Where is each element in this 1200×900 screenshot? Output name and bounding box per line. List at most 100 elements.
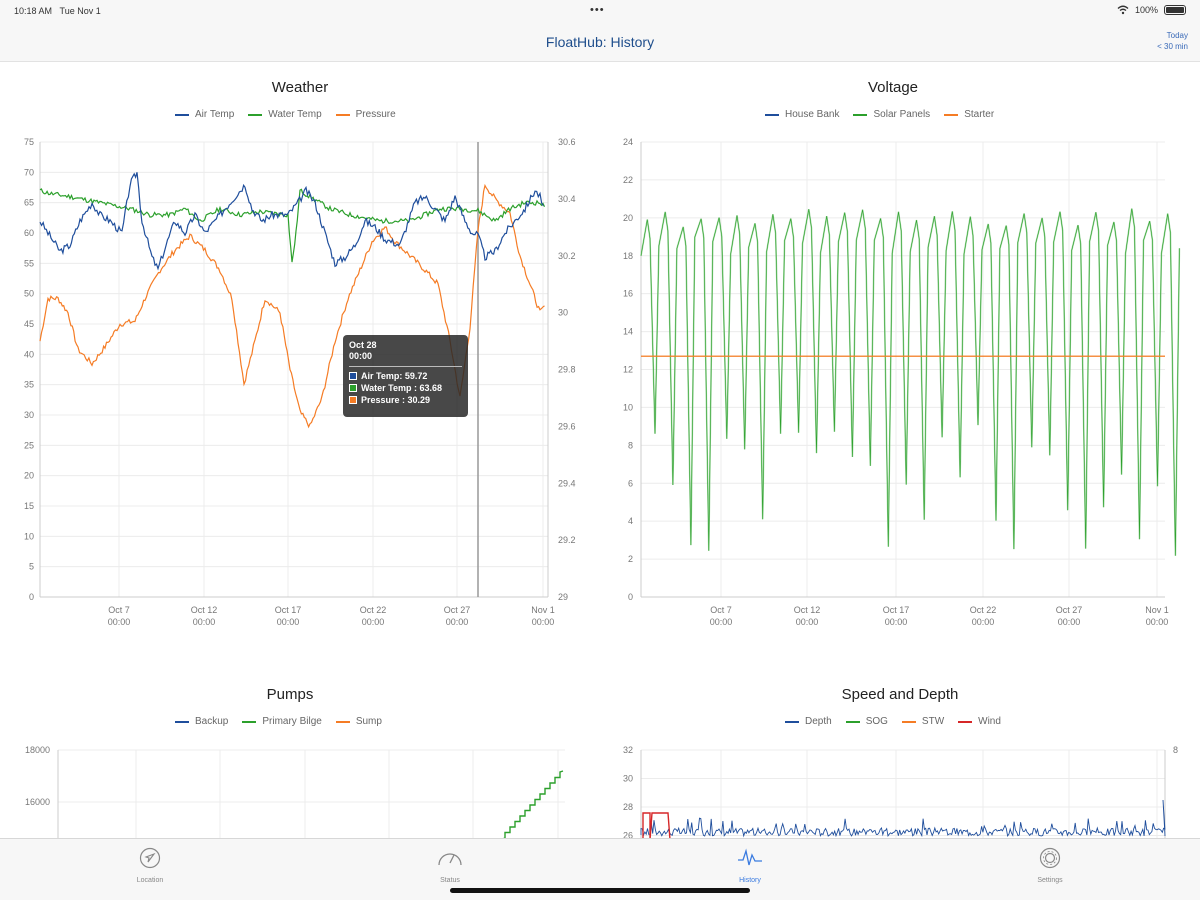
y2-tick-label: 30.4 bbox=[558, 194, 576, 204]
legend-swatch bbox=[845, 720, 860, 723]
status-bar: 10:18 AM Tue Nov 1 ••• 100% bbox=[0, 0, 1200, 22]
x-tick-label: Oct 22 bbox=[360, 605, 387, 615]
time-range-line1: Today bbox=[1166, 31, 1188, 40]
x-tick-label: 00:00 bbox=[796, 617, 819, 627]
tooltip-row-air-temp: Air Temp: 59.72 bbox=[349, 370, 462, 382]
y-tick-label: 0 bbox=[29, 592, 34, 602]
voltage-legend-item-2[interactable]: Starter bbox=[944, 109, 994, 120]
y-tick-label: 20 bbox=[623, 213, 633, 223]
gauge-icon bbox=[438, 853, 462, 866]
legend-swatch bbox=[242, 720, 257, 723]
speed-legend-item-0[interactable]: Depth bbox=[785, 716, 832, 727]
x-tick-label: 00:00 bbox=[108, 617, 131, 627]
y-tick-label: 25 bbox=[24, 440, 34, 450]
x-tick-label: Oct 12 bbox=[794, 605, 821, 615]
weather-legend-item-2[interactable]: Pressure bbox=[335, 109, 396, 120]
tab-label-settings: Settings bbox=[1037, 877, 1063, 884]
pumps-legend-item-2[interactable]: Sump bbox=[335, 716, 382, 727]
y-tick-label: 18 bbox=[623, 251, 633, 261]
x-tick-label: Nov 1 bbox=[531, 605, 555, 615]
series-air-temp-line bbox=[39, 172, 544, 271]
x-tick-label: Oct 12 bbox=[191, 605, 218, 615]
speed-depth-chart-title: Speed and Depth bbox=[841, 686, 959, 703]
weather-legend-item-0[interactable]: Air Temp bbox=[175, 109, 234, 120]
x-tick-label: Oct 27 bbox=[444, 605, 471, 615]
speed-legend-item-1[interactable]: SOG bbox=[845, 716, 888, 727]
weather-chart-title: Weather bbox=[271, 79, 329, 96]
legend-label: Primary Bilge bbox=[262, 716, 322, 727]
y-tick-label: 16000 bbox=[25, 797, 50, 807]
y-tick-label: 5 bbox=[29, 562, 34, 572]
x-tick-label: Oct 22 bbox=[970, 605, 997, 615]
legend-label: Air Temp bbox=[195, 109, 235, 120]
y-tick-label: 10 bbox=[623, 402, 633, 412]
tooltip-date: Oct 28 bbox=[349, 340, 377, 350]
y-tick-label: 12 bbox=[623, 365, 633, 375]
legend-label: Sump bbox=[355, 716, 382, 727]
tab-location[interactable]: Location bbox=[90, 847, 210, 884]
location-arrow-icon bbox=[139, 847, 161, 869]
tab-history[interactable]: History bbox=[690, 847, 810, 884]
x-tick-label: 00:00 bbox=[1146, 617, 1169, 627]
series-water-temp-line bbox=[39, 188, 546, 263]
tab-label-location: Location bbox=[136, 877, 164, 884]
x-tick-label: 00:00 bbox=[1058, 617, 1081, 627]
series-wind-line bbox=[642, 812, 671, 838]
y-tick-label: 35 bbox=[24, 380, 34, 390]
tab-settings[interactable]: Settings bbox=[990, 847, 1110, 884]
x-tick-label: Oct 7 bbox=[108, 605, 130, 615]
y-tick-label: 6 bbox=[628, 478, 633, 488]
pumps-legend: Backup Primary Bilge Sump bbox=[175, 716, 382, 727]
y2-tick-label: 30 bbox=[558, 308, 568, 318]
legend-label: Starter bbox=[964, 109, 995, 120]
tab-label-status: Status bbox=[440, 877, 460, 884]
y-tick-label: 2 bbox=[628, 554, 633, 564]
status-right: 100% bbox=[1117, 5, 1186, 15]
speed-legend-item-3[interactable]: Wind bbox=[958, 716, 1001, 727]
time-range-button[interactable]: Today < 30 min bbox=[1157, 30, 1188, 52]
legend-label: Pressure bbox=[355, 109, 396, 120]
speed-legend-item-2[interactable]: STW bbox=[901, 716, 944, 727]
legend-label: House Bank bbox=[785, 109, 840, 120]
tab-label-history: History bbox=[739, 877, 761, 884]
pumps-legend-item-0[interactable]: Backup bbox=[175, 716, 228, 727]
x-tick-label: Oct 17 bbox=[275, 605, 302, 615]
tooltip-time: 00:00 bbox=[349, 351, 373, 361]
legend-swatch bbox=[785, 720, 799, 723]
y2-tick-label: 29.6 bbox=[558, 421, 576, 431]
y-tick-label: 28 bbox=[623, 802, 633, 812]
x-tick-label: Oct 7 bbox=[710, 605, 732, 615]
tooltip-row-water-temp: Water Temp : 63.68 bbox=[349, 382, 462, 394]
legend-label: Water Temp bbox=[268, 109, 322, 120]
y-tick-label: 20 bbox=[24, 471, 34, 481]
voltage-legend-item-0[interactable]: House Bank bbox=[765, 109, 839, 120]
legend-label: Wind bbox=[978, 716, 1001, 727]
y-tick-label: 15 bbox=[24, 501, 34, 511]
x-tick-label: 00:00 bbox=[972, 617, 995, 627]
weather-tooltip: Oct 28 00:00 Air Temp: 59.72 Water Temp … bbox=[343, 335, 468, 417]
speed-depth-chart[interactable]: 32 30 28 26 8 bbox=[600, 740, 1200, 838]
tab-status[interactable]: Status bbox=[390, 847, 510, 884]
weather-legend-item-1[interactable]: Water Temp bbox=[248, 109, 322, 120]
speed-depth-legend: Depth SOG STW Wind bbox=[785, 716, 1001, 727]
y-tick-label: 45 bbox=[24, 319, 34, 329]
pumps-chart[interactable]: 18000 16000 bbox=[0, 740, 600, 838]
home-indicator bbox=[450, 888, 750, 893]
pumps-chart-title: Pumps bbox=[266, 686, 314, 703]
y-tick-label: 65 bbox=[24, 198, 34, 208]
status-time-date: 10:18 AM Tue Nov 1 bbox=[14, 6, 101, 16]
y-tick-label: 8 bbox=[628, 440, 633, 450]
x-tick-label: 00:00 bbox=[710, 617, 733, 627]
x-tick-label: 00:00 bbox=[277, 617, 300, 627]
weather-chart[interactable]: 75706560555045403530252015105030.630.430… bbox=[0, 134, 600, 654]
legend-swatch bbox=[853, 113, 868, 116]
legend-label: Backup bbox=[195, 716, 229, 727]
multitasking-dots[interactable]: ••• bbox=[590, 4, 605, 16]
voltage-chart-title: Voltage bbox=[867, 79, 919, 96]
charts-area[interactable]: Weather Air Temp Water Temp Pressure 75 70 6… bbox=[0, 62, 1200, 838]
y-tick-label: 24 bbox=[623, 137, 633, 147]
tooltip-row-pressure: Pressure : 30.29 bbox=[349, 394, 462, 406]
pumps-legend-item-1[interactable]: Primary Bilge bbox=[242, 716, 322, 727]
voltage-legend-item-1[interactable]: Solar Panels bbox=[853, 109, 930, 120]
